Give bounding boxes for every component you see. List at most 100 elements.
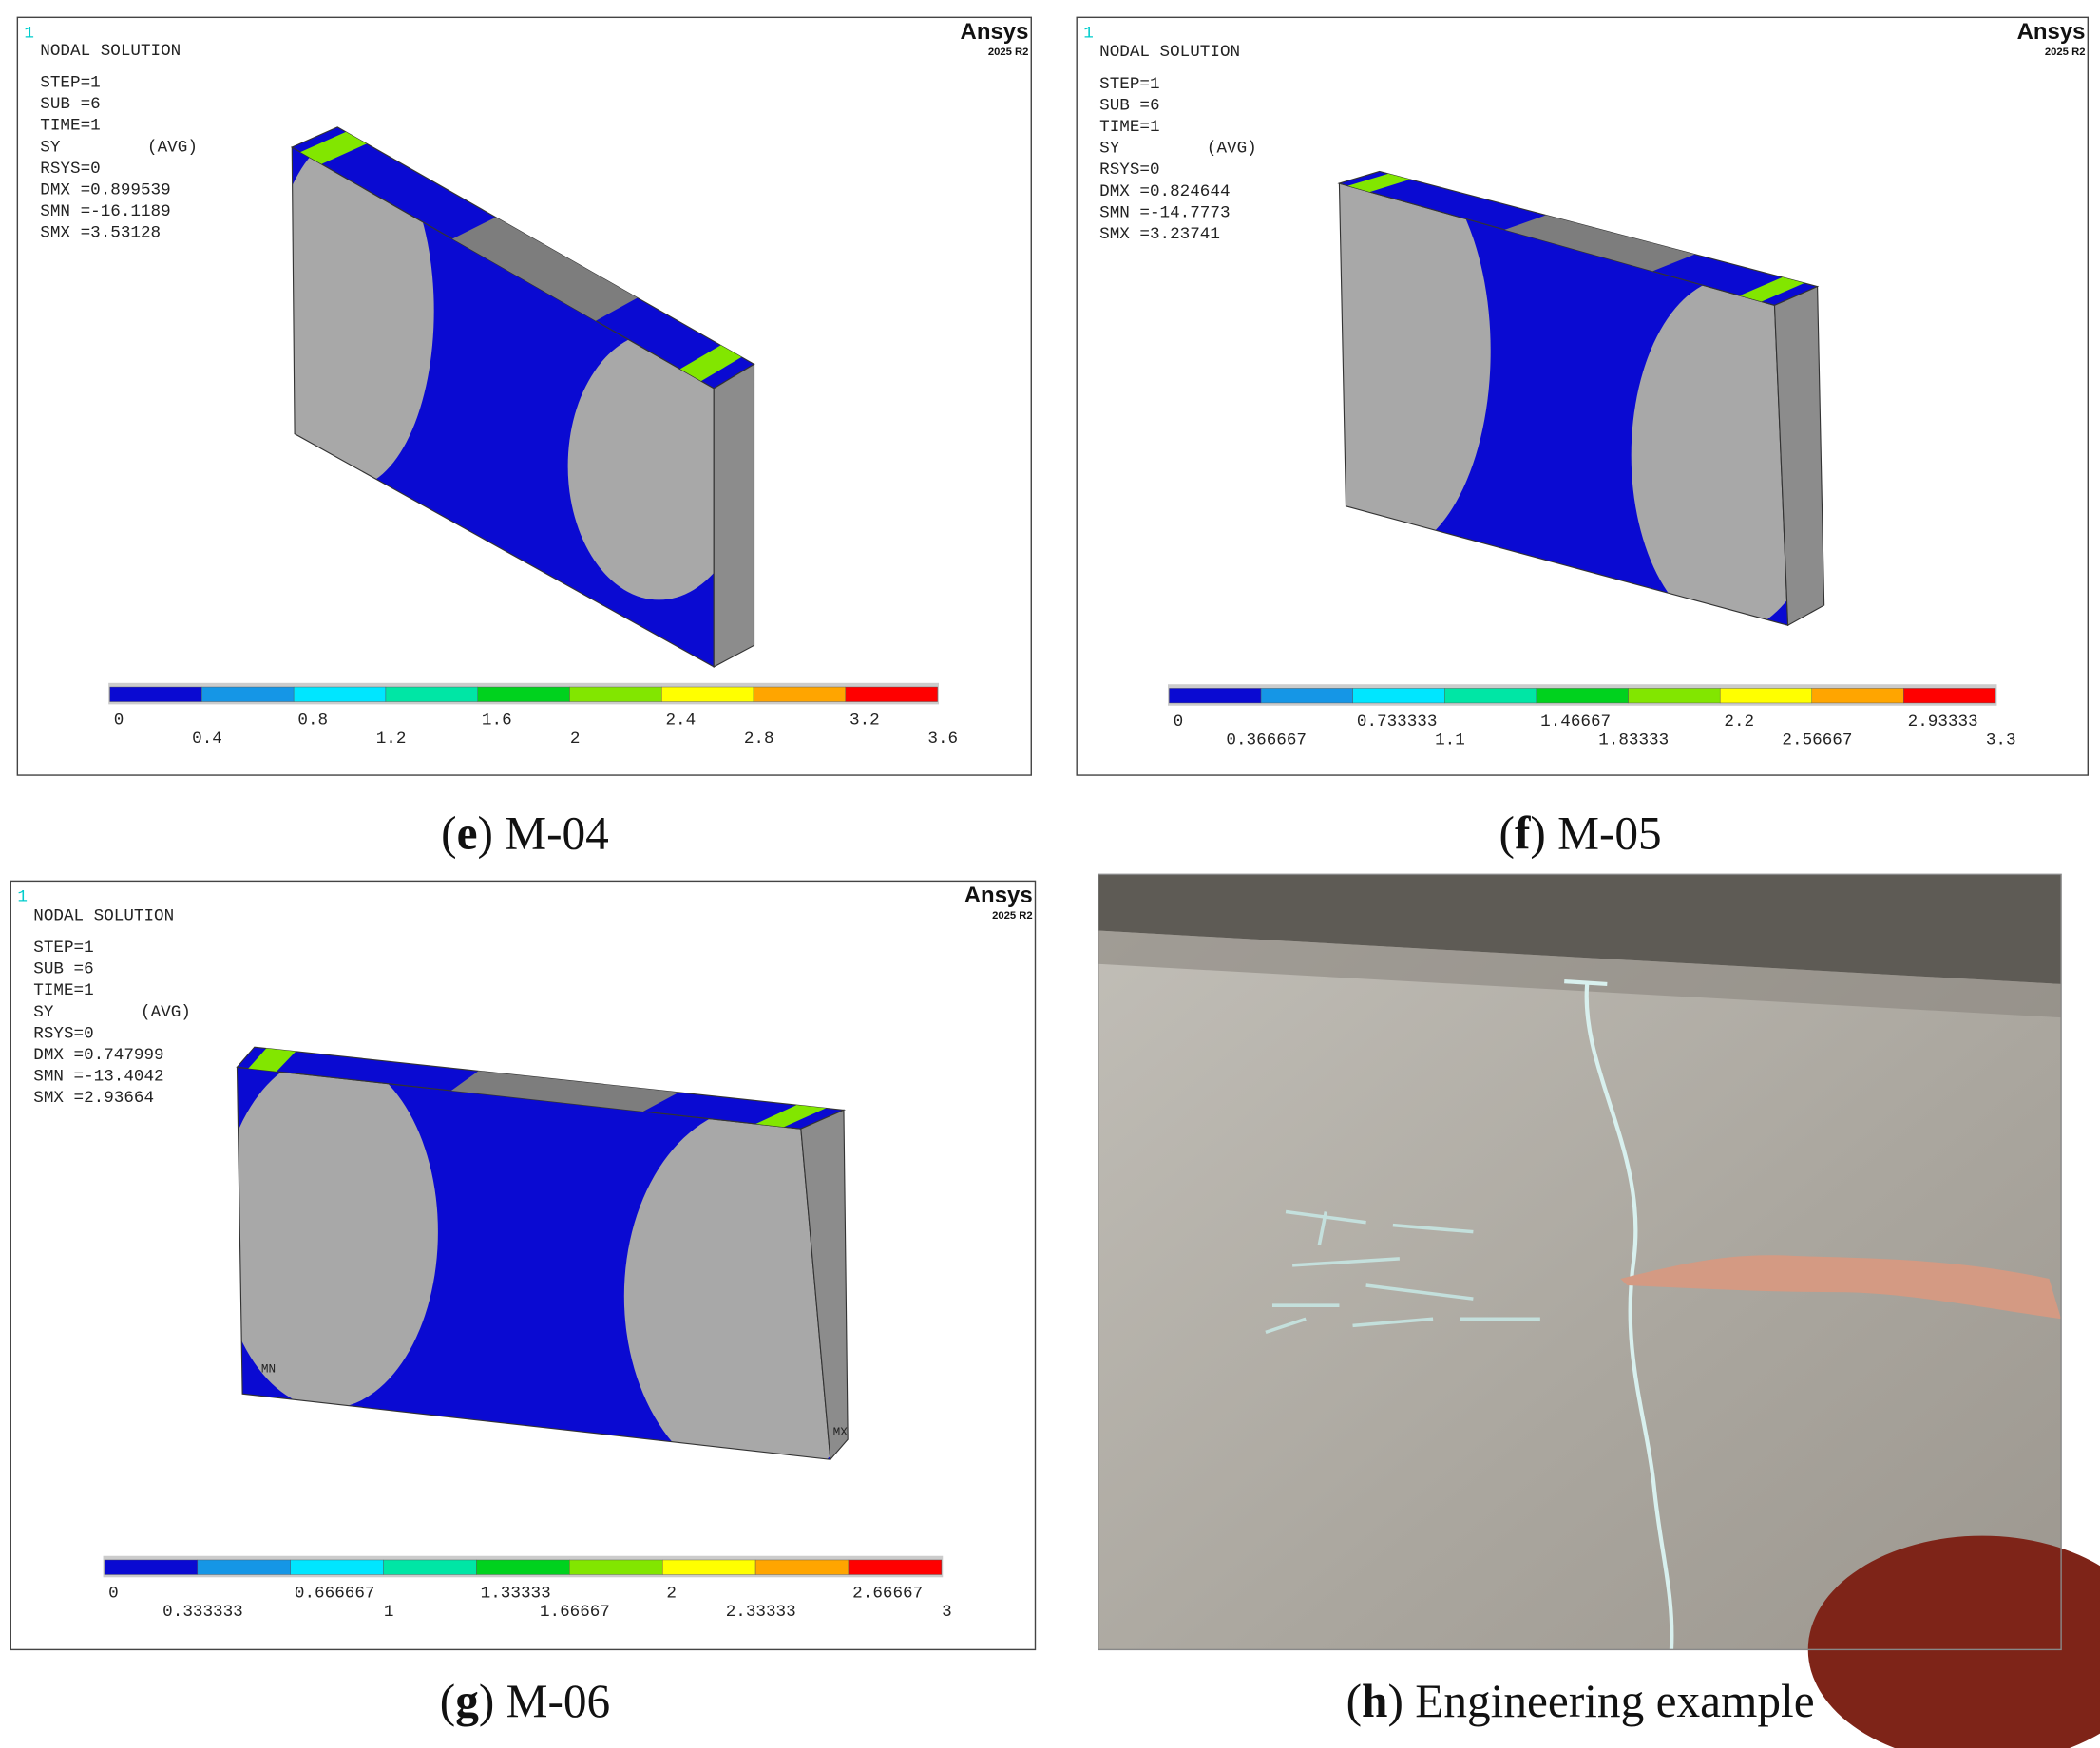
legend-swatch <box>661 686 754 702</box>
legend-swatch <box>1903 688 1996 704</box>
legend-swatch <box>201 686 295 702</box>
legend-label: 1.83333 <box>1598 732 1669 750</box>
blur-object <box>1807 1535 2100 1748</box>
legend-label: 3 <box>942 1603 952 1622</box>
stat-line: SMN =-13.4042 <box>33 1067 163 1086</box>
caption-open: ( <box>1499 808 1515 860</box>
legend-swatch <box>197 1559 291 1575</box>
legend-label: 3.2 <box>850 711 880 730</box>
legend-label: 2.56667 <box>1782 732 1852 750</box>
caption-letter: e <box>457 808 478 860</box>
step-info: TIME=1 <box>33 981 93 1000</box>
legend-label: 0.8 <box>297 711 328 730</box>
unstressed-region <box>1339 183 1491 555</box>
caption-letter: g <box>455 1675 479 1727</box>
stat-line: SMX =2.93664 <box>33 1089 154 1108</box>
legend-swatch <box>848 1559 943 1575</box>
legend-label: 2.2 <box>1724 712 1754 732</box>
stat-line: DMX =0.824644 <box>1099 182 1230 201</box>
legend-label: 1.66667 <box>540 1603 610 1622</box>
caption-text: ) M-06 <box>479 1675 610 1727</box>
chalk-writing <box>1265 1209 1540 1335</box>
legend-label: 2.8 <box>744 730 774 749</box>
legend-label: 0 <box>1174 712 1184 732</box>
extreme-marker: MX <box>833 1425 849 1439</box>
version: 2025 R2 <box>992 910 1033 922</box>
stress-band <box>679 345 742 382</box>
caption-open: ( <box>440 1675 455 1727</box>
unstressed-region <box>567 332 715 600</box>
legend-label: 1.33333 <box>481 1584 551 1603</box>
avg-label: (AVG) <box>1207 140 1257 159</box>
hand <box>1620 1255 2062 1320</box>
legend-swatch <box>290 1559 384 1575</box>
unstressed-region <box>237 1067 438 1409</box>
top-gray <box>451 217 638 321</box>
side-face <box>713 363 755 668</box>
window-number: 1 <box>1083 24 1094 43</box>
legend-swatch <box>477 686 570 702</box>
caption: (h) Engineering example <box>1346 1675 1815 1727</box>
solution-title: NODAL SOLUTION <box>40 42 181 61</box>
step-info: SY <box>1099 140 1120 159</box>
caption-open: ( <box>441 808 456 860</box>
step-info: STEP=1 <box>40 74 100 93</box>
legend-label: 2.4 <box>665 711 696 730</box>
photo-frame <box>1098 873 2062 1651</box>
caption-text: ) M-04 <box>477 808 608 860</box>
legend-swatch <box>1352 688 1445 704</box>
avg-label: (AVG) <box>147 138 198 157</box>
legend-swatch <box>109 686 202 702</box>
legend-label: 3.3 <box>1986 732 2016 750</box>
avg-label: (AVG) <box>141 1003 191 1022</box>
caption-text: ) M-05 <box>1530 808 1661 860</box>
stat-line: SMX =3.23741 <box>1099 225 1220 244</box>
legend-swatch <box>661 1559 756 1575</box>
step-info: SY <box>33 1003 54 1022</box>
stat-line: SMN =-16.1189 <box>40 202 170 221</box>
stat-line: DMX =0.747999 <box>33 1046 163 1065</box>
legend-swatch <box>845 686 938 702</box>
legend-label: 0.4 <box>192 730 222 749</box>
stat-line: RSYS=0 <box>33 1024 93 1043</box>
side-face <box>800 1109 849 1461</box>
legend-label: 1.46667 <box>1540 712 1611 732</box>
legend-swatch <box>104 1559 199 1575</box>
legend-label: 0 <box>114 711 124 730</box>
step-info: SUB =6 <box>40 95 100 114</box>
stat-line: SMX =3.53128 <box>40 223 161 242</box>
extreme-marker: MN <box>261 1362 276 1377</box>
brand-logo: Ansys <box>964 883 1033 908</box>
legend-label: 2.66667 <box>852 1584 923 1603</box>
legend-swatch <box>1536 688 1629 704</box>
step-info: SY <box>40 138 61 157</box>
legend-swatch <box>1719 688 1813 704</box>
legend-swatch <box>754 1559 850 1575</box>
legend-swatch <box>569 1559 663 1575</box>
legend-label: 0 <box>108 1584 119 1603</box>
stress-band <box>1739 276 1804 302</box>
stress-band <box>300 131 367 164</box>
step-info: STEP=1 <box>33 939 93 958</box>
photo-beam <box>1098 874 2062 984</box>
legend-label: 0.733333 <box>1357 712 1438 732</box>
stat-line: RSYS=0 <box>40 160 100 179</box>
step-info: SUB =6 <box>1099 97 1159 116</box>
caption: (g) M-06 <box>440 1675 610 1727</box>
legend-label: 1.6 <box>482 711 512 730</box>
top-gray <box>450 1071 679 1112</box>
legend-label: 2.93333 <box>1908 712 1978 732</box>
legend-swatch <box>1260 688 1353 704</box>
stress-band <box>755 1105 827 1128</box>
caption: (e) M-04 <box>441 808 609 860</box>
legend-label: 2 <box>570 730 581 749</box>
step-info: SUB =6 <box>33 960 93 979</box>
caption-text: ) Engineering example <box>1387 1675 1814 1727</box>
solution-title: NODAL SOLUTION <box>33 906 174 925</box>
brand-logo: Ansys <box>961 19 1029 45</box>
photo-shadow <box>1098 930 2062 1018</box>
legend-label: 1.2 <box>376 730 407 749</box>
version: 2025 R2 <box>988 47 1029 58</box>
legend-swatch <box>1628 688 1721 704</box>
legend-label: 0.366667 <box>1226 732 1307 750</box>
